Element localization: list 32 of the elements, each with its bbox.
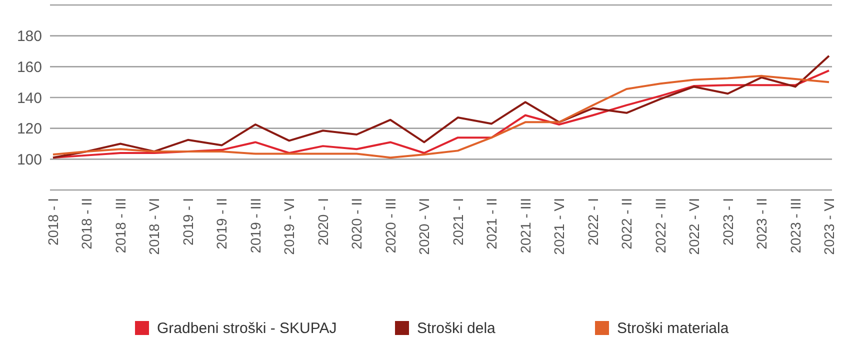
x-tick-label: 2019 - III (247, 198, 264, 254)
x-tick-label: 2019 - II (214, 198, 230, 250)
x-tick-label: 2019 - I (180, 198, 196, 246)
x-tick-label: 2018 - I (45, 198, 61, 246)
x-tick-label: 2023 - II (754, 198, 770, 250)
x-tick-label: 2022 - III (652, 198, 668, 254)
x-tick-label: 2019 - VI (281, 198, 298, 255)
x-tick-label: 2022 - I (584, 198, 601, 246)
x-tick-label: 2018 - III (112, 198, 128, 254)
x-tick-label: 2020 - VI (416, 198, 432, 255)
x-tick-label: 2020 - III (382, 198, 398, 254)
y-tick-label: 120 (16, 120, 42, 138)
x-tick-label: 2021 - I (450, 198, 466, 246)
x-tick-label: 2021 - II (484, 198, 500, 250)
x-tick-label: 2023 - I (720, 198, 736, 246)
x-tick-label: 2022 - VI (686, 198, 702, 255)
x-tick-label: 2018 - VI (146, 198, 162, 255)
y-tick-label: 160 (16, 58, 42, 76)
x-tick-label: 2021 - III (517, 198, 534, 254)
legend-label: Gradbeni stroški - SKUPAJ (157, 320, 337, 337)
x-tick-label: 2023 - III (787, 198, 804, 254)
x-tick-label: 2023 - VI (821, 198, 837, 255)
y-tick-label: 180 (16, 28, 42, 46)
y-tick-label: 100 (16, 151, 42, 168)
x-tick-label: 2021 - VI (551, 198, 568, 255)
x-tick-label: 2020 - I (314, 198, 331, 246)
x-tick-label: 2022 - II (618, 198, 635, 250)
legend-label: Stroški materiala (617, 320, 730, 337)
y-tick-label: 140 (16, 90, 42, 107)
x-tick-label: 2020 - II (348, 198, 365, 250)
legend-label: Stroški dela (417, 320, 496, 337)
x-tick-label: 2018 - II (78, 198, 95, 250)
